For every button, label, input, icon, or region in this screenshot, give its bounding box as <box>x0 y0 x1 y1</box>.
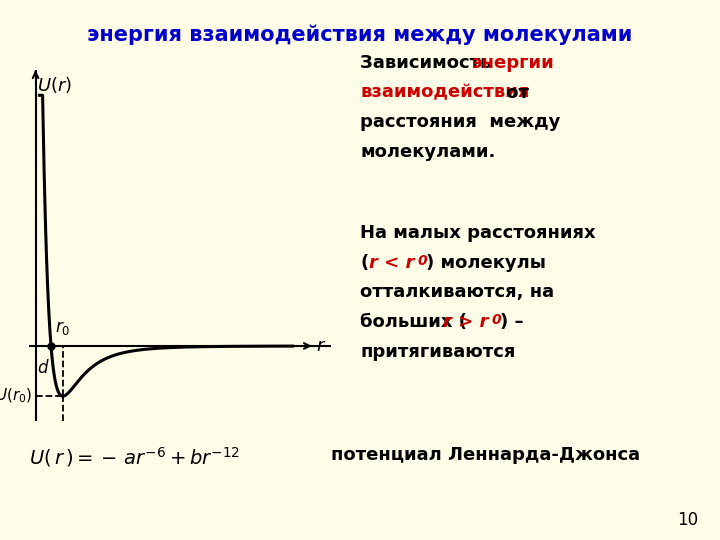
Text: $U(r_0)$: $U(r_0)$ <box>0 387 32 406</box>
Text: ) –: ) – <box>500 313 524 331</box>
Text: расстояния  между: расстояния между <box>360 113 560 131</box>
Text: $U(\,r\,)=-\,ar^{-6}+br^{-12}$: $U(\,r\,)=-\,ar^{-6}+br^{-12}$ <box>29 446 240 469</box>
Text: 0: 0 <box>418 254 427 268</box>
Text: молекулами.: молекулами. <box>360 143 495 161</box>
Text: энергия взаимодействия между молекулами: энергия взаимодействия между молекулами <box>87 24 633 45</box>
Text: ) молекулы: ) молекулы <box>426 254 546 272</box>
Text: r > r: r > r <box>443 313 488 331</box>
Text: притягиваются: притягиваются <box>360 343 516 361</box>
Text: r < r: r < r <box>369 254 414 272</box>
Text: от: от <box>500 84 529 102</box>
Text: На малых расстояниях: На малых расстояниях <box>360 224 595 242</box>
Text: $d$: $d$ <box>37 359 50 376</box>
Text: $U(r)$: $U(r)$ <box>37 75 71 95</box>
Text: (: ( <box>360 254 368 272</box>
Text: больших (: больших ( <box>360 313 467 331</box>
Text: $r$: $r$ <box>316 337 326 355</box>
Text: взаимодействия: взаимодействия <box>360 84 529 102</box>
Text: 0: 0 <box>492 313 501 327</box>
Text: $r_0$: $r_0$ <box>55 319 71 337</box>
Text: Зависимость: Зависимость <box>360 54 498 72</box>
Text: 10: 10 <box>678 511 698 529</box>
Text: энергии: энергии <box>472 54 554 72</box>
Text: отталкиваются, на: отталкиваются, на <box>360 284 554 301</box>
Text: потенциал Леннарда-Джонса: потенциал Леннарда-Джонса <box>331 446 640 463</box>
